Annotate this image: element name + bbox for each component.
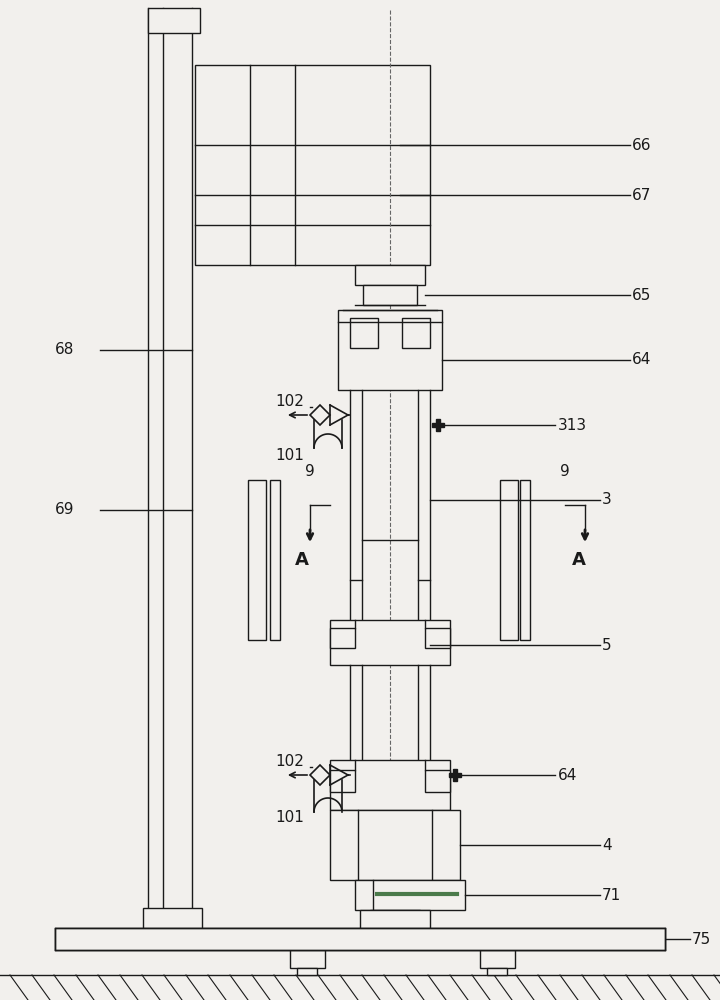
Bar [432,423,444,427]
Bar [338,310,442,390]
Bar [143,908,202,928]
Bar [425,770,450,792]
Bar [330,760,450,810]
Bar [436,419,440,431]
Bar [270,480,280,640]
Text: 5: 5 [602,638,611,652]
Bar [290,950,325,968]
Bar [520,480,530,640]
Text: 9: 9 [560,464,570,480]
Text: 102: 102 [275,754,304,770]
Text: A: A [295,551,309,569]
Text: 66: 66 [632,137,652,152]
Bar [500,480,518,640]
Text: 64: 64 [632,353,652,367]
Bar [330,770,355,792]
Text: 75: 75 [692,932,711,946]
Bar [330,620,450,665]
Text: 101: 101 [275,810,304,826]
Bar [330,810,460,880]
Bar [363,285,417,305]
Bar [355,880,465,910]
Bar [355,265,425,285]
Text: 9: 9 [305,464,315,480]
Bar [148,8,200,33]
Bar [487,968,507,975]
Text: 313: 313 [558,418,587,432]
Text: 4: 4 [602,838,611,852]
Text: 3: 3 [602,492,612,508]
Bar [402,318,430,348]
Text: 101: 101 [275,448,304,462]
Text: 65: 65 [632,288,652,302]
Bar [195,65,430,265]
Text: 64: 64 [558,768,577,782]
Bar [360,910,430,928]
Text: 102: 102 [275,394,304,410]
Bar [370,910,420,928]
Text: 69: 69 [55,502,74,518]
Text: 67: 67 [632,188,652,202]
Text: 68: 68 [55,342,74,358]
Bar [350,318,378,348]
Bar [449,773,461,777]
Text: A: A [572,551,586,569]
Bar [55,928,665,950]
Bar [248,480,266,640]
Bar [297,968,317,975]
Text: 71: 71 [602,888,621,902]
Bar [453,769,457,781]
Bar [480,950,515,968]
Bar [55,928,665,950]
Bar [330,628,355,648]
Bar [425,628,450,648]
